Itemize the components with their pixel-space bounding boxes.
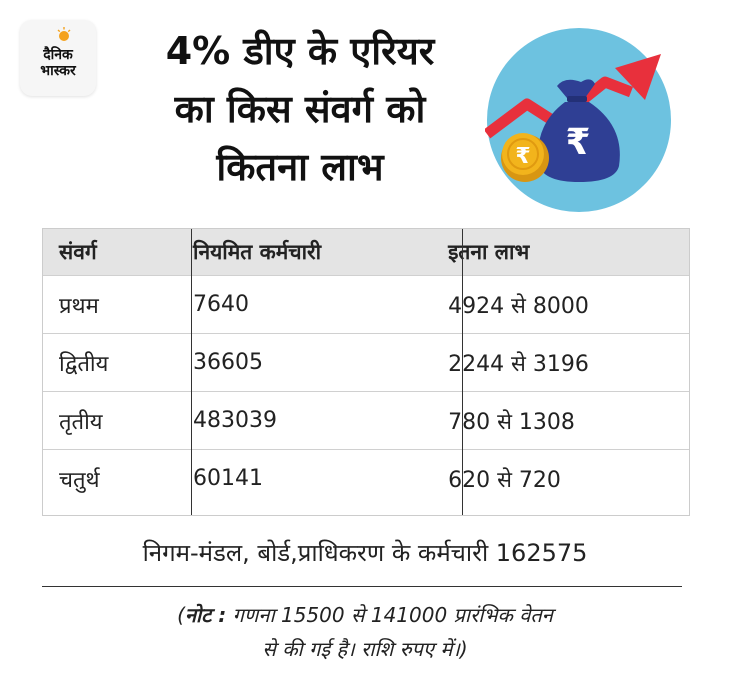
svg-text:₹: ₹ [515,144,530,169]
sun-logo-icon [57,27,71,41]
header-cadre: संवर्ग [43,229,150,276]
table-header-row: संवर्ग नियमित कर्मचारी इतना लाभ [43,229,689,276]
footnote-text-1: गणना 15500 से 141000 प्रारंभिक वेतन [232,603,553,627]
cell-cadre: प्रथम [43,275,150,334]
footnote: (नोट : गणना 15500 से 141000 प्रारंभिक वे… [60,598,670,666]
cell-employees: 483039 [149,391,429,450]
cell-employees: 60141 [149,449,429,507]
footnote-label: नोट : [184,603,227,627]
cell-employees: 7640 [149,275,429,334]
table-row: प्रथम 7640 4924 से 8000 [43,275,689,334]
cell-cadre: द्वितीय [43,333,150,392]
divider-line [42,586,682,587]
table-row: द्वितीय 36605 2244 से 3196 [43,333,689,392]
column-divider-1 [191,229,192,515]
logo-line-1: दैनिक [43,47,73,63]
footnote-text-2: से की गई है। राशि रुपए में।) [262,637,468,661]
svg-text:₹: ₹ [565,122,590,163]
footnote-line-1: (नोट : गणना 15500 से 141000 प्रारंभिक वे… [60,598,670,632]
cell-cadre: तृतीय [43,391,150,450]
cell-employees: 36605 [149,333,429,392]
corporation-board-employees-line: निगम-मंडल, बोर्ड,प्राधिकरण के कर्मचारी 1… [142,539,588,567]
logo-line-2: भास्कर [40,63,76,79]
column-divider-2 [462,229,463,515]
header-regular-employees: नियमित कर्मचारी [149,229,429,276]
cell-benefit: 2244 से 3196 [428,333,689,392]
page-title: 4% डीए के एरियर का किस संवर्ग को कितना ल… [120,22,480,196]
dainik-bhaskar-logo: दैनिक भास्कर [20,20,96,96]
cell-benefit: 780 से 1308 [428,391,689,450]
cell-benefit: 4924 से 8000 [428,275,689,334]
footnote-open-paren: ( [177,603,185,627]
benefit-table: संवर्ग नियमित कर्मचारी इतना लाभ प्रथम 76… [42,228,690,516]
rupee-bag-icon: ₹ [538,79,620,182]
cell-benefit: 620 से 720 [428,449,689,507]
header-benefit: इतना लाभ [428,229,689,276]
rupee-coin-icon: ₹ [501,133,549,182]
table-row: तृतीय 483039 780 से 1308 [43,391,689,450]
cell-cadre: चतुर्थ [43,449,150,507]
title-line-3: कितना लाभ [216,145,384,189]
title-line-2: का किस संवर्ग को [174,87,426,131]
table-row: चतुर्थ 60141 620 से 720 [43,449,689,507]
money-growth-illustration: ₹ ₹ [485,28,671,212]
title-line-1: 4% डीए के एरियर [165,29,435,73]
